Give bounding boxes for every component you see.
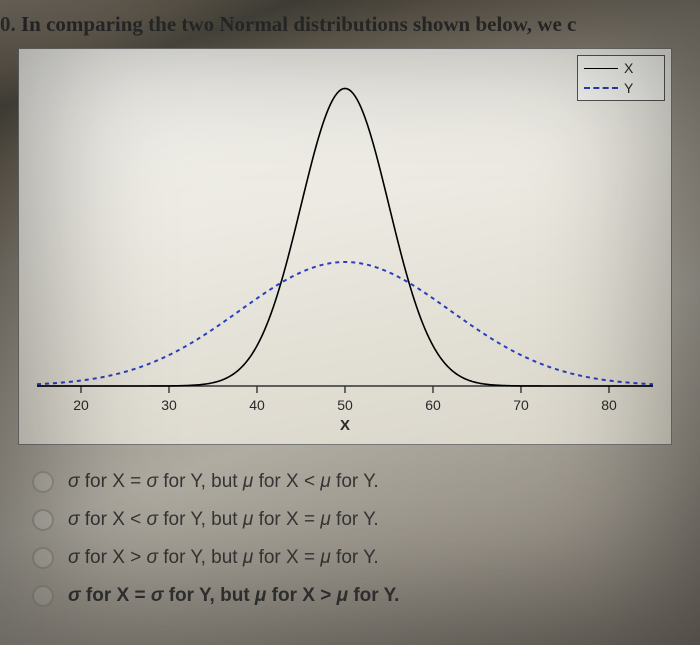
svg-text:50: 50	[337, 397, 353, 413]
svg-text:20: 20	[73, 397, 89, 413]
legend-row-x: X	[578, 58, 664, 78]
svg-text:40: 40	[249, 397, 265, 413]
option-text: σ for X = σ for Y, but μ for X > μ for Y…	[68, 585, 399, 607]
legend-row-y: Y	[578, 78, 664, 98]
radio-icon[interactable]	[32, 585, 54, 607]
svg-text:80: 80	[601, 397, 617, 413]
svg-text:60: 60	[425, 397, 441, 413]
option-text: σ for X > σ for Y, but μ for X = μ for Y…	[68, 547, 379, 569]
legend-label-x: X	[624, 60, 633, 76]
option-3[interactable]: σ for X = σ for Y, but μ for X > μ for Y…	[32, 585, 668, 607]
radio-icon[interactable]	[32, 547, 54, 569]
radio-icon[interactable]	[32, 509, 54, 531]
legend-label-y: Y	[624, 80, 633, 96]
radio-icon[interactable]	[32, 471, 54, 493]
option-1[interactable]: σ for X < σ for Y, but μ for X = μ for Y…	[32, 509, 668, 531]
option-text: σ for X < σ for Y, but μ for X = μ for Y…	[68, 509, 379, 531]
svg-text:30: 30	[161, 397, 177, 413]
question-number: 0.	[0, 12, 16, 36]
option-0[interactable]: σ for X = σ for Y, but μ for X < μ for Y…	[32, 471, 668, 493]
legend-line-x	[584, 68, 618, 69]
svg-text:X: X	[340, 417, 350, 434]
legend-line-y	[584, 87, 618, 89]
chart-svg: 20 30 40 50 60 70 80 X	[19, 49, 671, 444]
option-text: σ for X = σ for Y, but μ for X < μ for Y…	[68, 471, 379, 493]
question-body: In comparing the two Normal distribution…	[21, 12, 576, 36]
chart-panel: 20 30 40 50 60 70 80 X X Y	[18, 48, 672, 445]
option-2[interactable]: σ for X > σ for Y, but μ for X = μ for Y…	[32, 547, 668, 569]
options-list: σ for X = σ for Y, but μ for X < μ for Y…	[32, 455, 668, 623]
legend: X Y	[577, 55, 665, 101]
question-text: 0. In comparing the two Normal distribut…	[0, 12, 700, 37]
svg-text:70: 70	[513, 397, 529, 413]
